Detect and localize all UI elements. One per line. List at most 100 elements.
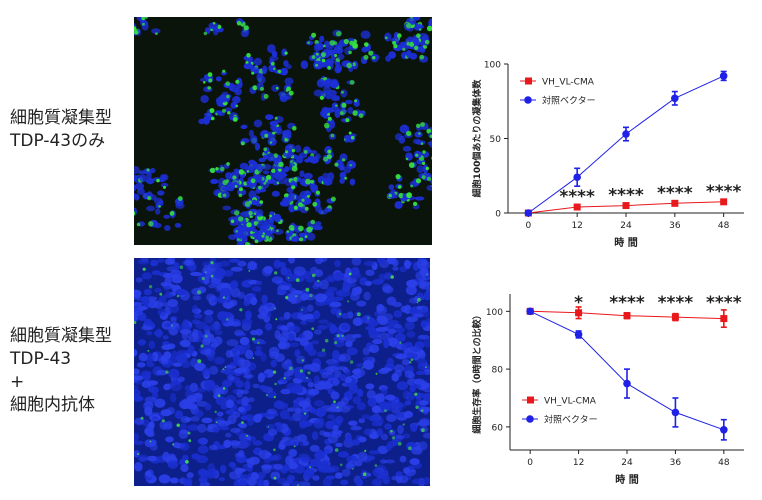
nucleus (338, 451, 349, 458)
aggregate-dot (323, 156, 329, 162)
nucleus (232, 96, 241, 104)
nucleus (283, 441, 292, 446)
nucleus (339, 153, 348, 162)
data-point (623, 312, 631, 320)
nucleus (214, 330, 223, 336)
nucleus (248, 478, 258, 486)
aggregate-dot (334, 162, 339, 167)
nucleus (413, 378, 425, 385)
nucleus (274, 422, 283, 427)
aggregate-dot (209, 167, 216, 174)
aggregate-dot (317, 279, 320, 283)
nucleus (157, 308, 167, 316)
nucleus (229, 299, 238, 307)
nucleus (419, 267, 429, 277)
nucleus (208, 284, 217, 289)
nucleus (330, 391, 340, 400)
nucleus (215, 76, 222, 82)
aggregate-dot (203, 81, 206, 84)
nucleus (314, 258, 323, 265)
nucleus (279, 409, 290, 420)
nucleus (201, 367, 211, 377)
nucleus (324, 290, 335, 296)
nucleus (414, 196, 425, 201)
x-tick-label: 0 (527, 458, 533, 468)
nucleus (344, 267, 352, 278)
nucleus (213, 356, 225, 365)
aggregate-dot (341, 158, 346, 162)
nucleus (257, 479, 265, 486)
nucleus (323, 178, 333, 186)
nucleus (154, 288, 162, 293)
nucleus (144, 439, 154, 448)
aggregate-dot (134, 321, 137, 324)
aggregate-dot (372, 56, 376, 60)
data-point (573, 203, 581, 211)
aggregate-dot (297, 484, 299, 486)
aggregate-dot (321, 348, 326, 352)
nucleus (294, 349, 301, 358)
aggregate-dot (251, 71, 255, 75)
nucleus (405, 285, 417, 296)
aggregate-dot (421, 161, 426, 165)
nucleus (339, 165, 345, 171)
nucleus (376, 475, 388, 480)
nucleus (327, 433, 339, 444)
nucleus (187, 345, 195, 354)
nucleus (313, 43, 321, 52)
nucleus (410, 424, 418, 432)
nucleus (399, 455, 407, 463)
aggregate-dot (329, 40, 335, 46)
nucleus (134, 193, 140, 201)
aggregate-dot (147, 196, 152, 201)
aggregate-dot (409, 41, 415, 47)
nucleus (237, 359, 245, 368)
nucleus (321, 372, 329, 379)
nucleus (175, 202, 185, 209)
nucleus (255, 346, 262, 351)
significance-label: **** (706, 293, 742, 313)
nucleus (253, 57, 263, 66)
aggregate-dot (416, 301, 419, 304)
aggregate-dot (374, 464, 378, 467)
nucleus (146, 205, 156, 212)
x-tick-label: 48 (718, 458, 730, 468)
aggregate-dot (408, 446, 412, 450)
legend-label: VH_VL-CMA (542, 78, 595, 88)
nucleus (138, 352, 148, 362)
nucleus (279, 200, 288, 207)
nucleus (353, 98, 360, 107)
aggregate-dot (338, 312, 342, 316)
aggregate-dot (349, 164, 352, 167)
nucleus (402, 390, 411, 400)
aggregate-dot (265, 179, 269, 183)
nucleus (186, 395, 197, 404)
nucleus (329, 80, 339, 89)
nucleus (212, 426, 220, 433)
nucleus (168, 453, 176, 460)
nucleus (146, 330, 153, 336)
nucleus (210, 178, 219, 185)
nucleus (162, 273, 174, 279)
nucleus (243, 374, 254, 379)
nucleus (137, 187, 145, 195)
y-tick-label: 80 (492, 366, 504, 376)
aggregate-dot (148, 285, 153, 289)
aggregate-dot (431, 156, 432, 161)
nucleus (181, 321, 190, 331)
nucleus (161, 174, 169, 181)
nucleus (256, 222, 266, 229)
nucleus (303, 172, 313, 180)
aggregate-dot (301, 309, 303, 311)
aggregate-dot (235, 104, 239, 108)
aggregate-dot (148, 221, 154, 227)
nucleus (164, 225, 171, 231)
nucleus (339, 374, 347, 382)
nucleus (292, 290, 303, 295)
aggregate-dot (275, 318, 278, 321)
aggregate-dot (176, 294, 180, 298)
aggregate-dot (343, 38, 349, 45)
nucleus (207, 463, 216, 473)
nucleus (200, 95, 209, 103)
